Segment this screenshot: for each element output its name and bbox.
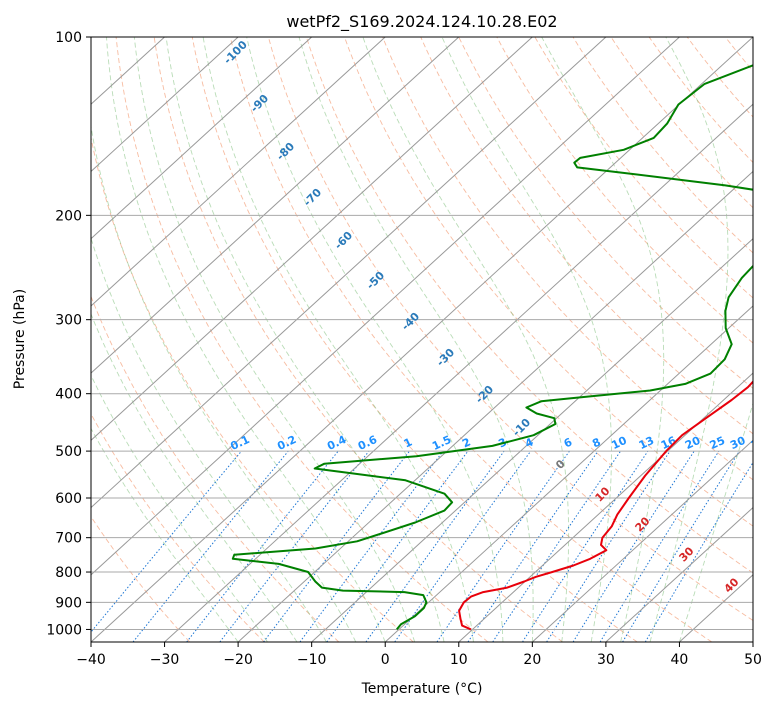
moist-adiabat (362, 37, 570, 642)
dry-adiabat (496, 37, 753, 344)
temperature-line (458, 380, 753, 631)
mixing-ratio-label: 20 (683, 434, 703, 452)
moist-adiabats (91, 37, 753, 642)
y-tick-label: 100 (55, 30, 82, 46)
x-tick-label: −40 (76, 652, 106, 668)
y-axis-label: Pressure (hPa) (12, 289, 28, 389)
mixing-ratio-label: 13 (637, 434, 656, 452)
mixing-ratio-line (436, 450, 570, 642)
isotherm-line (91, 37, 680, 576)
mixing-ratio-line (546, 450, 671, 642)
moist-adiabat (91, 427, 239, 642)
x-tick-label: −30 (150, 652, 180, 668)
y-tick-label: 600 (55, 491, 82, 507)
x-axis: −40 −30 −20 −10 0 10 20 30 40 50 (76, 642, 762, 668)
isotherms (91, 37, 753, 642)
x-tick-label: 20 (523, 652, 541, 668)
moist-adiabat (298, 37, 534, 642)
y-tick-label: 800 (55, 565, 82, 581)
sounding-series (231, 64, 753, 631)
mixing-ratio-label: 16 (659, 434, 679, 452)
mixing-ratio-line (572, 450, 695, 642)
y-tick-label: 400 (55, 387, 82, 403)
mixing-ratio-line (326, 450, 469, 642)
isotherm-line (164, 103, 753, 642)
chart-title: wetPf2_S169.2024.124.10.28.E02 (286, 12, 557, 32)
mixing-ratio-line (599, 450, 720, 642)
isotherm-line (605, 506, 753, 642)
y-axis: 100 200 300 400 500 600 700 800 900 1000 (46, 30, 91, 638)
y-tick-label: 900 (55, 595, 82, 611)
mixing-ratio-label: 10 (609, 434, 629, 452)
isotherm-line (91, 37, 607, 509)
isobars (91, 37, 753, 630)
dry-adiabat (191, 37, 638, 642)
x-tick-label: 0 (381, 652, 390, 668)
mixing-ratio-line (365, 450, 505, 642)
mixing-ratio-line (299, 450, 444, 642)
x-tick-label: −20 (223, 652, 253, 668)
isotherm-line (91, 37, 533, 442)
isotherm-line (531, 439, 753, 642)
moist-adiabat (133, 37, 416, 642)
x-tick-label: 40 (671, 652, 689, 668)
moist-adiabat (165, 37, 445, 642)
dry-adiabat (534, 37, 753, 299)
mixing-ratio-line (644, 461, 753, 642)
isotherm-line (237, 170, 753, 642)
y-tick-label: 200 (55, 208, 82, 224)
moist-adiabat (91, 236, 327, 642)
mixing-ratio-line (263, 450, 410, 642)
plot-frame (90, 36, 754, 643)
isotherm-line (91, 37, 313, 240)
x-tick-label: 10 (450, 652, 468, 668)
mixing-ratio-label: 30 (728, 434, 748, 452)
y-tick-label: 1000 (46, 622, 82, 638)
mixing-ratio-line (467, 450, 599, 642)
dry-adiabat (91, 413, 265, 642)
isotherm-line (458, 372, 753, 642)
moist-adiabat (678, 401, 753, 642)
isotherm-line (91, 37, 239, 173)
mixing-ratio-label: 25 (708, 434, 727, 452)
moist-adiabat (541, 37, 665, 642)
y-tick-label: 700 (55, 531, 82, 547)
moist-adiabat (649, 37, 729, 642)
plot-area: 0.10.20.40.611.5234681013162025303610203… (91, 37, 769, 642)
y-tick-label: 300 (55, 313, 82, 329)
mixing-ratio-label: 36 (749, 434, 769, 452)
dry-adiabat (420, 37, 753, 435)
moist-adiabat (91, 374, 268, 642)
mixing-ratio-line (522, 450, 649, 642)
moist-adiabat (91, 312, 298, 642)
moist-adiabat (246, 37, 504, 642)
dry-adiabat (382, 37, 753, 481)
isotherm-line (384, 305, 753, 642)
moist-adiabat (91, 123, 357, 642)
moist-adiabat (441, 37, 612, 642)
mixing-ratio-line (622, 450, 740, 642)
dry-adiabat (153, 37, 563, 642)
mixing-ratio-line (186, 450, 339, 642)
dry-adiabat (267, 37, 753, 622)
dry-adiabat (344, 37, 753, 527)
x-axis-label: Temperature (°C) (361, 681, 483, 697)
x-tick-label: −10 (297, 652, 327, 668)
isotherm-line (91, 37, 386, 307)
y-tick-label: 500 (55, 444, 82, 460)
x-tick-label: 50 (744, 652, 762, 668)
mixing-ratio-line (492, 450, 622, 642)
isotherm-line (311, 237, 753, 642)
x-tick-label: 30 (597, 652, 615, 668)
isotherm-line (91, 37, 460, 374)
dewpoint-line (231, 64, 753, 631)
dry-adiabat (115, 37, 489, 642)
isotherm-line (91, 37, 753, 642)
